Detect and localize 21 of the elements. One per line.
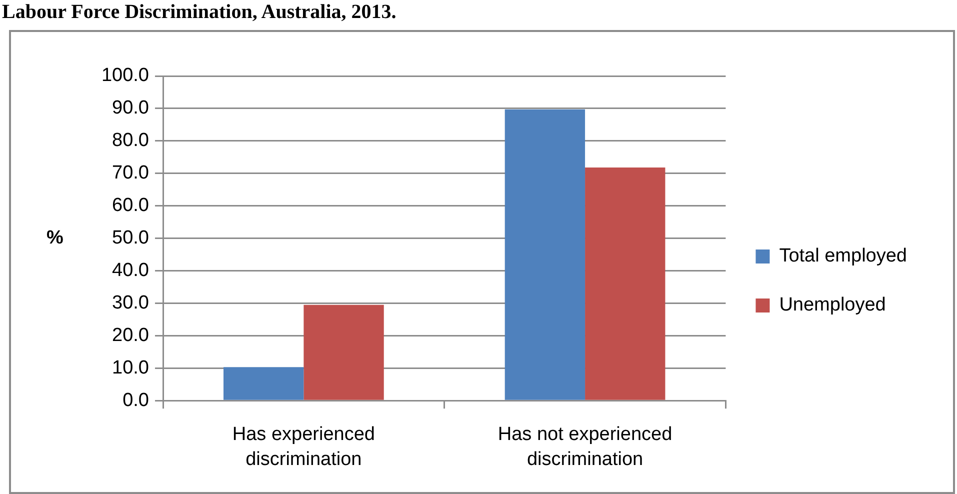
y-tick-label: 60.0 xyxy=(112,195,149,216)
x-tick-label: Has experienced discrimination xyxy=(232,424,375,470)
y-tick-label: 20.0 xyxy=(112,324,149,346)
y-tick-label: 90.0 xyxy=(112,98,149,119)
y-tick-label: 50.0 xyxy=(112,228,149,249)
legend-label: Total employed xyxy=(779,246,907,267)
chart-title: Labour Force Discrimination, Australia, 2013. xyxy=(2,1,396,24)
y-tick-label: 40.0 xyxy=(112,260,149,281)
y-tick-label: 70.0 xyxy=(112,162,149,184)
y-tick-label: 30.0 xyxy=(112,292,149,314)
y-tick-label: 80.0 xyxy=(112,130,149,152)
y-tick-label: 10.0 xyxy=(112,357,149,378)
bar xyxy=(304,304,384,400)
y-tick-label: 0.0 xyxy=(122,390,149,411)
x-tick-label: Has not experienced discrimination xyxy=(498,424,672,470)
bar xyxy=(585,168,666,400)
y-axis-title: % xyxy=(46,228,64,249)
bar xyxy=(223,367,304,400)
y-tick-label: 100.0 xyxy=(101,65,149,86)
bar xyxy=(504,109,586,400)
legend-label: Unemployed xyxy=(779,294,886,316)
